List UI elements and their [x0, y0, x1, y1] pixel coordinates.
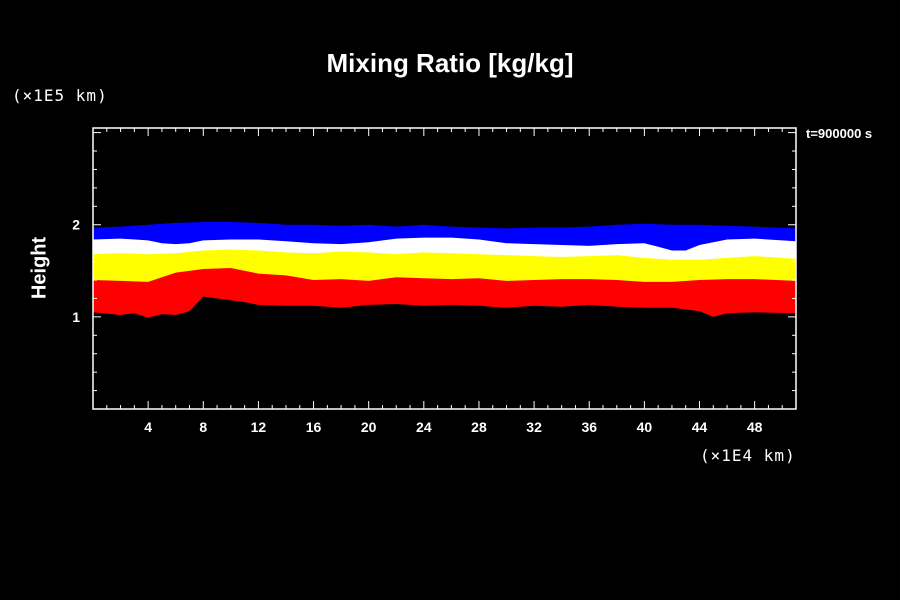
x-tick-label: 20 — [361, 419, 377, 435]
x-tick-label: 24 — [416, 419, 432, 435]
y-axis-unit-label: (×1E5 km) — [12, 86, 108, 105]
x-tick-label: 36 — [581, 419, 597, 435]
x-tick-label: 4 — [144, 419, 152, 435]
x-tick-label: 44 — [692, 419, 708, 435]
x-tick-label: 28 — [471, 419, 487, 435]
y-tick-label: 2 — [72, 217, 80, 233]
time-stamp-label: t=900000 s — [806, 126, 873, 141]
mixing-band-4 — [93, 296, 796, 409]
x-tick-label: 8 — [199, 419, 207, 435]
y-tick-label: 1 — [72, 309, 80, 325]
x-tick-label: 32 — [526, 419, 542, 435]
y-axis-label: Height — [28, 236, 51, 300]
plot-frame — [92, 127, 797, 410]
x-tick-label: 16 — [306, 419, 322, 435]
chart-title: Mixing Ratio [kg/kg] — [326, 48, 574, 78]
x-tick-label: 12 — [251, 419, 267, 435]
x-tick-label: 40 — [637, 419, 653, 435]
x-tick-label: 48 — [747, 419, 763, 435]
x-axis-unit-label: (×1E4 km) — [700, 446, 796, 465]
